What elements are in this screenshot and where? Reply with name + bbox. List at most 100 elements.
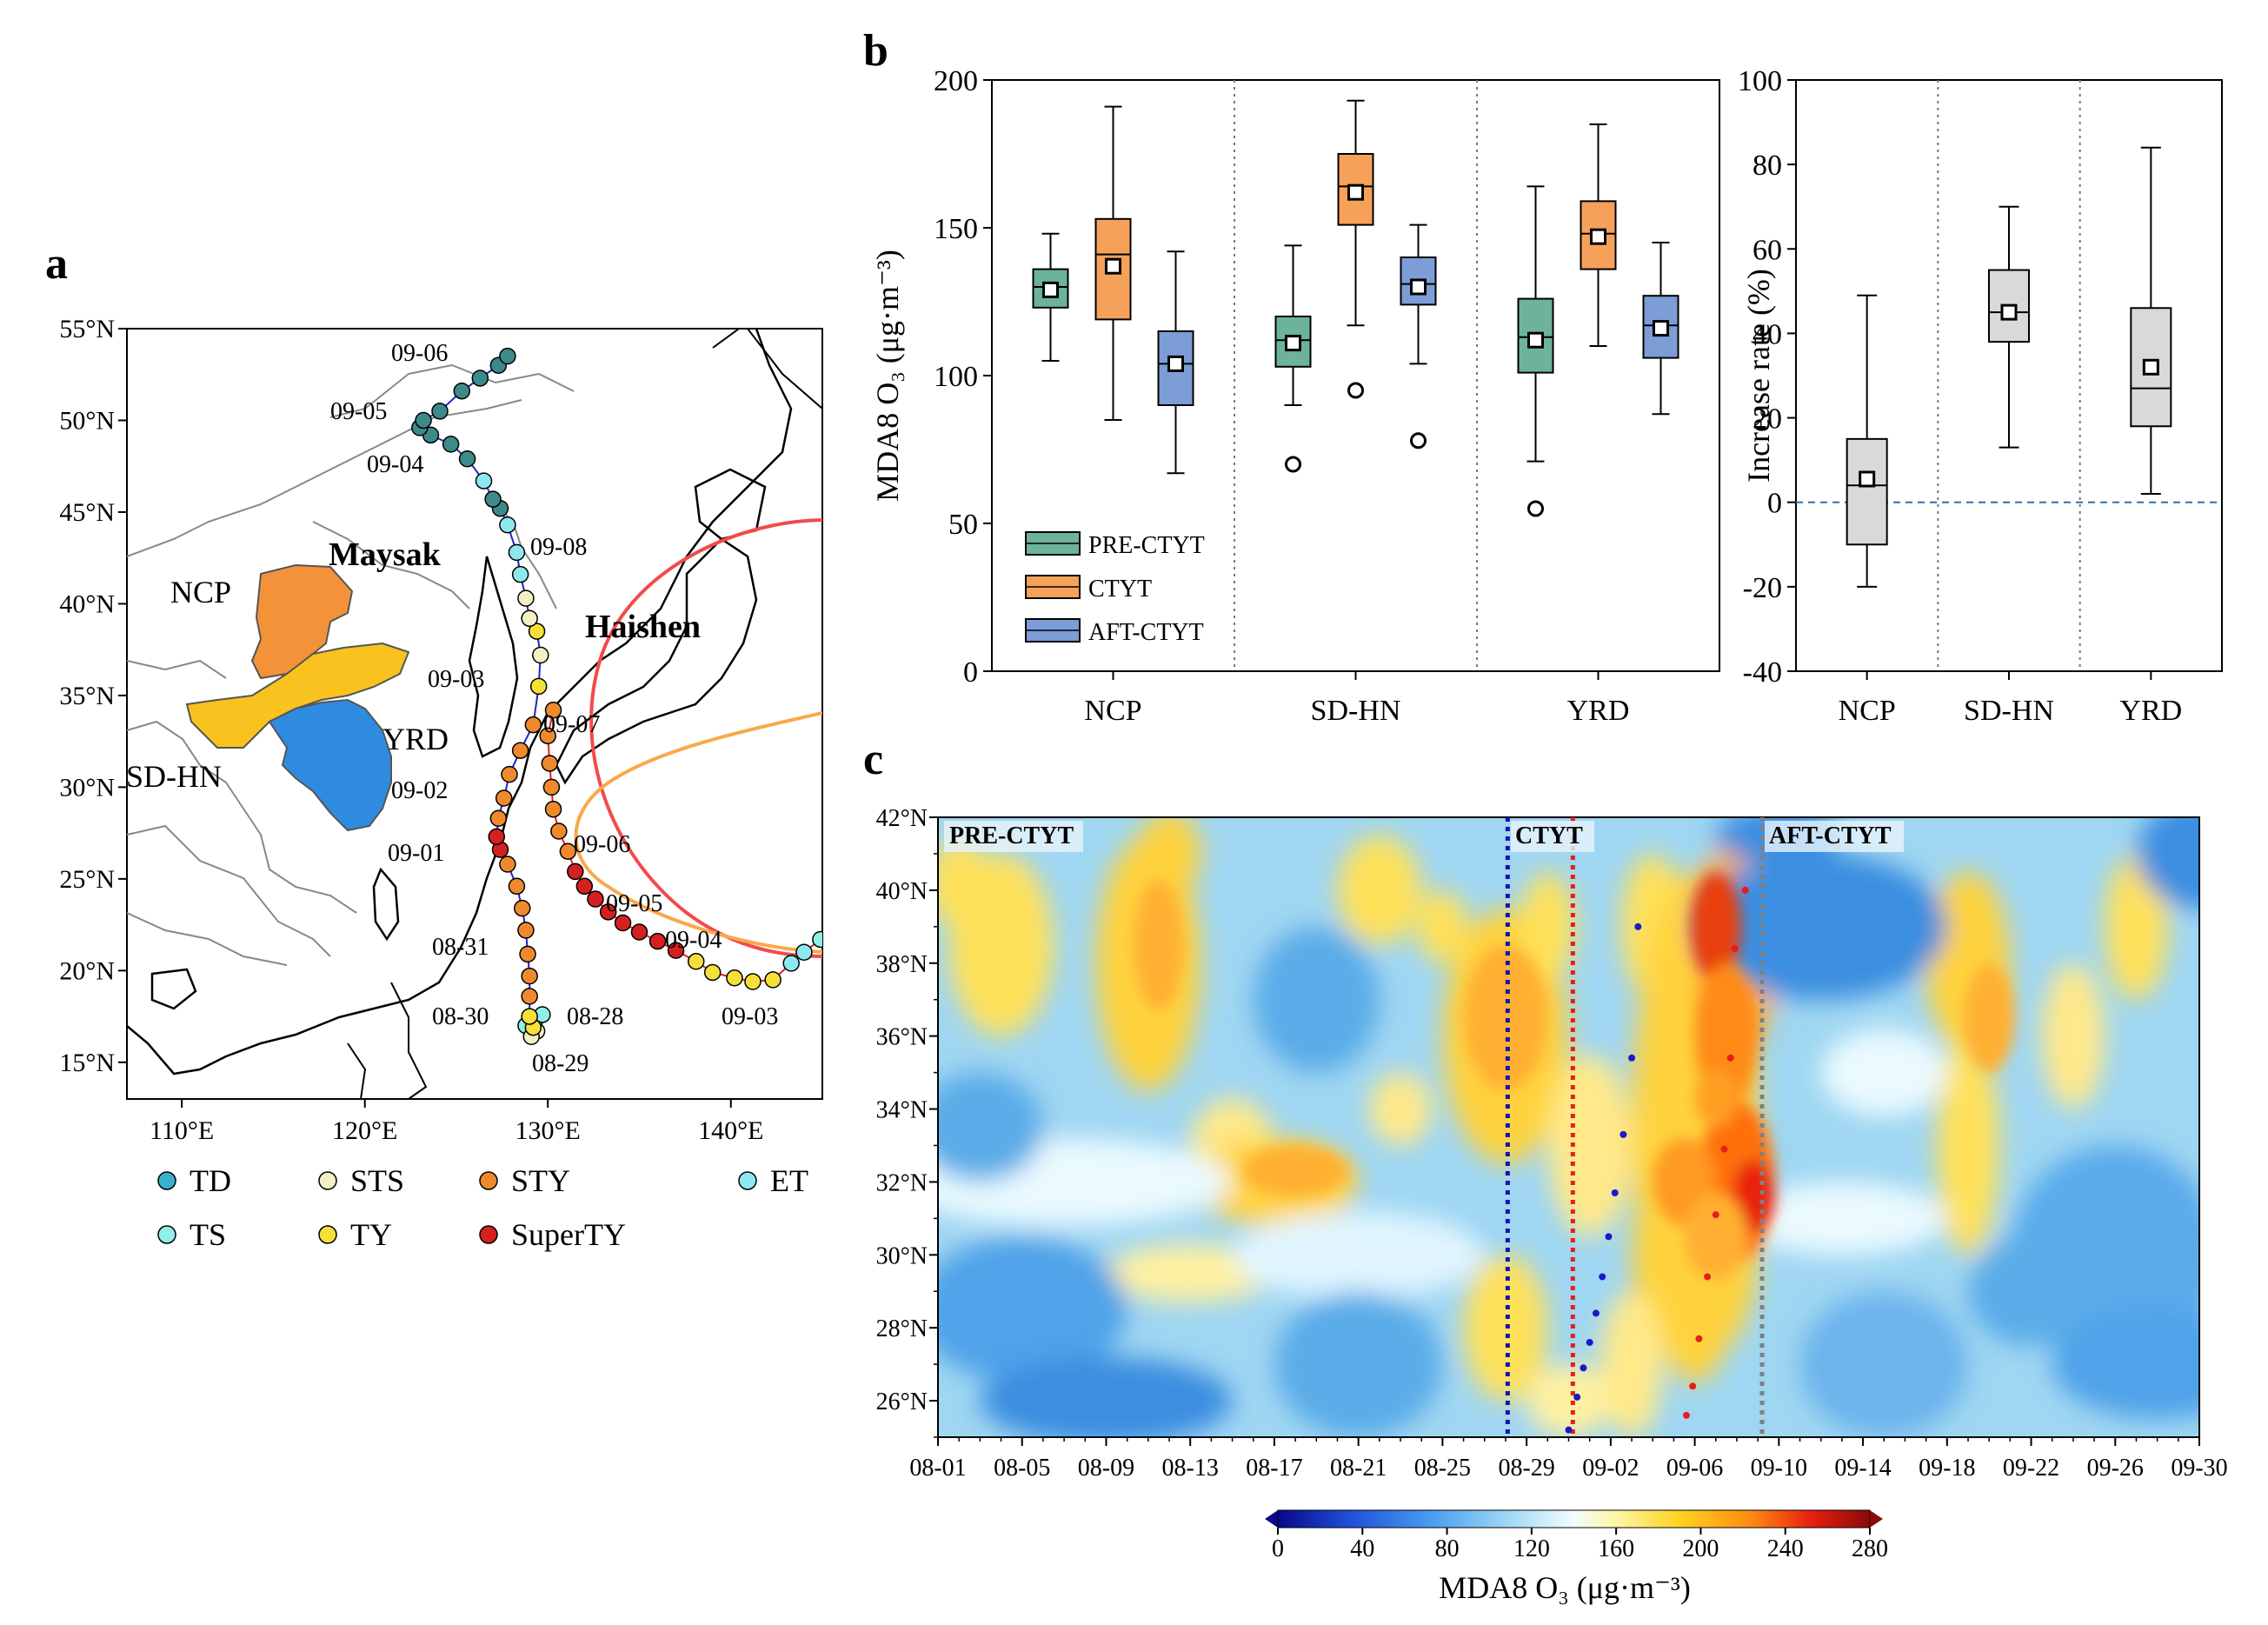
heat-hotspot <box>1684 1192 1748 1281</box>
heat-date-tick-label: 08-09 <box>1078 1455 1134 1482</box>
heat-lat-tick-label: 32°N <box>876 1169 928 1196</box>
heat-patch <box>938 1072 1043 1182</box>
heat-date-tick-label: 09-10 <box>1751 1455 1807 1482</box>
box-ncp-aft-ctyt-mean <box>1167 355 1184 372</box>
track-point <box>517 589 535 607</box>
b-right-xtick-label: YRD <box>2119 695 2182 727</box>
heat-date-tick-label: 08-05 <box>994 1455 1050 1482</box>
legend-marker-superty <box>479 1225 498 1244</box>
label-ncp: NCP <box>170 575 231 609</box>
heat-patch <box>1417 889 1468 963</box>
panel-a-letter: a <box>45 239 68 289</box>
map-lon-tick-label: 110°E <box>150 1116 214 1145</box>
period-label-pre: PRE-CTYT <box>949 822 1074 849</box>
heat-hotspot <box>1242 1145 1348 1197</box>
heat-patch <box>938 1236 1127 1383</box>
map-lat-tick-label: 45°N <box>59 498 115 527</box>
label-sdhn: SD-HN <box>126 759 222 794</box>
svg-text:08-30: 08-30 <box>432 1003 489 1030</box>
track-point <box>524 716 542 734</box>
colorbar-left-arrow <box>1265 1510 1278 1528</box>
map-lat-tick-label: 55°N <box>59 315 115 343</box>
increase-box-ncp <box>1846 437 1888 546</box>
svg-text:09-08: 09-08 <box>530 534 587 561</box>
svg-text:08-31: 08-31 <box>432 934 489 961</box>
track-point <box>542 778 561 796</box>
track-point <box>667 942 685 959</box>
track-point <box>541 755 559 772</box>
b-right-ytick-label: 0 <box>1767 488 1782 520</box>
box-sd-hn-aft-ctyt-outlier <box>1410 432 1427 450</box>
track-point <box>511 742 529 759</box>
track-point <box>567 862 584 881</box>
maysak-track-dot <box>1620 1130 1627 1138</box>
haishen-date-labels: 09-08 09-07 09-06 09-05 09-04 09-03 <box>530 534 778 1030</box>
b-right-ylabel: Increase rate (%) <box>1741 269 1776 483</box>
heat-date-tick-label: 09-22 <box>2003 1455 2059 1482</box>
maysak-track-dot <box>1586 1338 1593 1346</box>
track-point <box>495 789 513 807</box>
b-left-ytick-label: 200 <box>934 65 978 97</box>
box-sd-hn-ctyt-outlier <box>1347 382 1364 399</box>
maysak-date-labels: 09-06 09-05 09-04 09-03 09-02 09-01 08-3… <box>330 340 623 1077</box>
b-right-ytick-label: 100 <box>1738 65 1782 97</box>
maysak-track-dot <box>1592 1309 1600 1317</box>
legend-label-td: TD <box>190 1163 231 1198</box>
track-point <box>499 516 516 534</box>
heat-lat-tick-label: 42°N <box>876 805 928 832</box>
track-point <box>511 565 529 583</box>
legend-marker-td <box>157 1171 176 1190</box>
track-point <box>501 765 518 783</box>
box-sd-hn-pre-ctyt-mean <box>1285 335 1301 352</box>
heat-patch <box>1736 1182 1947 1255</box>
haishen-track-dot <box>1689 1382 1697 1390</box>
increase-box-yrd-mean <box>2142 358 2159 376</box>
box-plot-right: -40 -20 0 20 40 60 80 100 NCP SD-HN YRD <box>1738 65 2222 727</box>
heat-patch <box>1967 1236 2095 1347</box>
track-point <box>559 842 577 860</box>
heat-patch <box>1520 871 1575 982</box>
panel-c-letter: c <box>863 735 883 784</box>
heat-patch <box>1232 1210 1485 1299</box>
track-point <box>764 971 781 989</box>
colorbar-tick-label: 0 <box>1272 1535 1284 1562</box>
track-point <box>648 932 667 950</box>
track-point <box>517 922 535 939</box>
track-point <box>508 877 526 896</box>
map-lat-tick-label: 15°N <box>59 1049 115 1077</box>
heat-date-tick-label: 08-13 <box>1162 1455 1219 1482</box>
colorbar-tick-label: 160 <box>1598 1535 1634 1562</box>
maysak-track-dot <box>1634 922 1642 930</box>
track-point <box>744 973 762 990</box>
heat-date-tick-label: 09-18 <box>1919 1455 1975 1482</box>
box-yrd-ctyt-mean <box>1590 228 1606 245</box>
heat-hotspot <box>1964 962 2015 1073</box>
colorbar-tick-label: 280 <box>1852 1535 1888 1562</box>
track-point <box>484 490 502 508</box>
svg-text:09-06: 09-06 <box>391 340 448 367</box>
svg-text:09-04: 09-04 <box>367 451 423 478</box>
heat-patch <box>2052 1309 2199 1420</box>
track-point <box>508 543 526 562</box>
colorbar-ticks: 0 40 80 120 160 200 240 280 <box>1272 1528 1888 1562</box>
box-sd-hn-ctyt-mean <box>1347 183 1364 201</box>
map-lat-tick-label: 35°N <box>59 682 115 710</box>
maysak-track-dot <box>1580 1364 1587 1372</box>
haishen-track-dot <box>1720 1145 1728 1153</box>
label-haishen: Haishen <box>585 609 701 645</box>
colorbar-label: MDA8 O₃ (μg·m⁻³) <box>1439 1570 1691 1605</box>
heat-lat-tick-label: 26°N <box>876 1389 928 1415</box>
track-point <box>521 967 538 985</box>
haishen-track-dot <box>1695 1335 1703 1342</box>
b-right-ytick-label: 60 <box>1753 234 1782 266</box>
track-point <box>471 370 489 387</box>
heat-hotspot <box>1733 1160 1775 1234</box>
b-left-ylabel: MDA8 O₃ (μg·m⁻³) <box>870 250 905 502</box>
track-point <box>575 877 594 896</box>
track-point <box>519 945 536 963</box>
b-legend-label: AFT-CTYT <box>1088 619 1204 646</box>
period-label-aft: AFT-CTYT <box>1769 822 1892 849</box>
track-point <box>521 1008 538 1025</box>
b-right-ytick-label: 20 <box>1753 403 1782 436</box>
